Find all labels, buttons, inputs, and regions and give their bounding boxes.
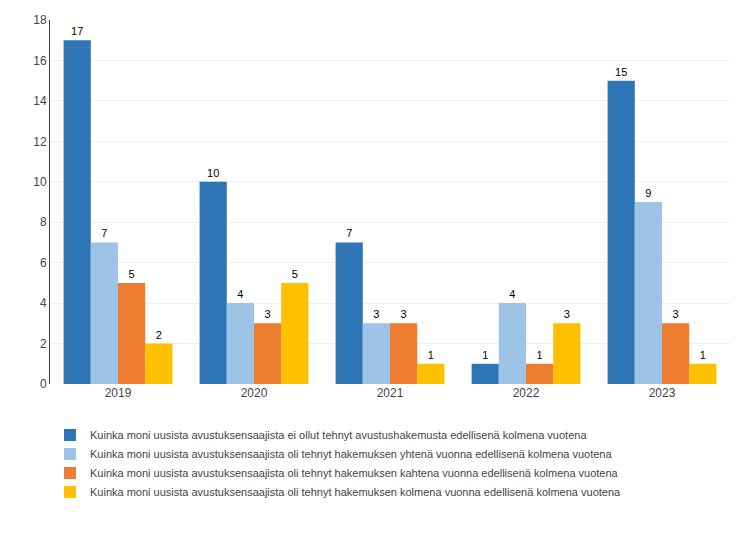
- svg-text:4: 4: [509, 288, 515, 300]
- svg-text:0: 0: [40, 377, 47, 391]
- svg-text:9: 9: [645, 187, 651, 199]
- svg-text:7: 7: [346, 227, 352, 239]
- svg-text:3: 3: [564, 308, 570, 320]
- svg-text:7: 7: [101, 227, 107, 239]
- svg-text:2020: 2020: [241, 386, 268, 400]
- svg-text:Kuinka moni uusista avustuksen: Kuinka moni uusista avustuksensaajista o…: [90, 486, 621, 498]
- svg-text:18: 18: [33, 13, 47, 27]
- svg-text:15: 15: [615, 66, 627, 78]
- svg-text:17: 17: [71, 25, 83, 37]
- svg-text:5: 5: [292, 268, 298, 280]
- svg-text:3: 3: [265, 308, 271, 320]
- svg-text:Kuinka moni uusista avustuksen: Kuinka moni uusista avustuksensaajista e…: [90, 429, 587, 441]
- svg-text:Kuinka moni uusista avustuksen: Kuinka moni uusista avustuksensaajista o…: [90, 448, 612, 460]
- svg-text:3: 3: [373, 308, 379, 320]
- svg-text:2021: 2021: [377, 386, 404, 400]
- svg-text:5: 5: [129, 268, 135, 280]
- svg-text:14: 14: [33, 94, 47, 108]
- svg-text:10: 10: [207, 167, 219, 179]
- svg-text:12: 12: [33, 135, 47, 149]
- svg-text:6: 6: [40, 256, 47, 270]
- svg-text:1: 1: [537, 349, 543, 361]
- svg-text:4: 4: [237, 288, 243, 300]
- svg-text:3: 3: [673, 308, 679, 320]
- svg-text:4: 4: [40, 296, 47, 310]
- svg-text:Kuinka moni uusista avustuksen: Kuinka moni uusista avustuksensaajista o…: [90, 467, 619, 479]
- svg-text:16: 16: [33, 54, 47, 68]
- svg-text:2019: 2019: [105, 386, 132, 400]
- svg-text:2023: 2023: [649, 386, 676, 400]
- svg-text:10: 10: [33, 175, 47, 189]
- svg-text:1: 1: [428, 349, 434, 361]
- svg-text:2: 2: [156, 329, 162, 341]
- svg-text:8: 8: [40, 215, 47, 229]
- svg-text:2: 2: [40, 337, 47, 351]
- svg-text:1: 1: [482, 349, 488, 361]
- svg-text:1: 1: [700, 349, 706, 361]
- svg-text:3: 3: [401, 308, 407, 320]
- svg-text:2022: 2022: [513, 386, 540, 400]
